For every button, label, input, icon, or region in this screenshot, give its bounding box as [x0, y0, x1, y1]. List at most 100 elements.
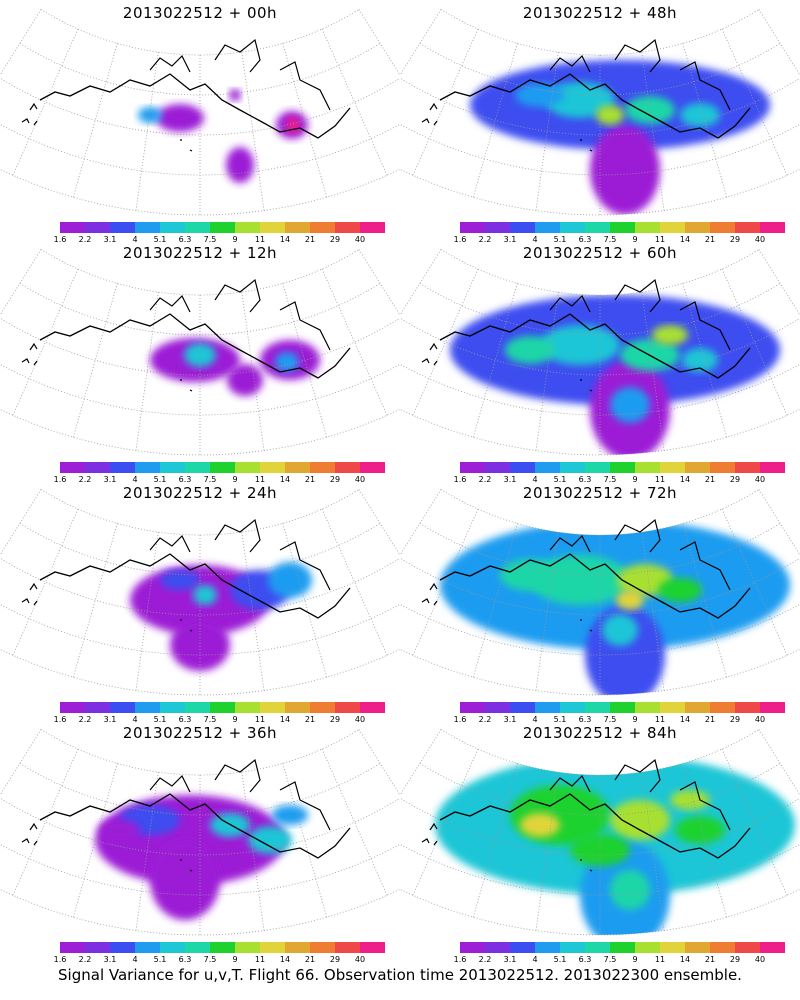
- colorbar-tick-label: 4: [132, 955, 138, 964]
- colorbar-tick-label: 6.3: [578, 235, 592, 244]
- colorbar-tick-label: 2.2: [478, 475, 492, 484]
- colorbar-swatch: [135, 942, 160, 953]
- colorbar-swatch: [185, 702, 210, 713]
- colorbar-swatch: [685, 222, 710, 233]
- colorbar-tick-label: 6.3: [578, 475, 592, 484]
- colorbar-swatch: [685, 942, 710, 953]
- island-outlines: [149, 758, 331, 831]
- panel-title: 2013022512 + 36h: [122, 724, 278, 742]
- graticule: [0, 489, 400, 696]
- colorbar-tick-label: 11: [654, 475, 666, 484]
- colorbar-tick-label: 5.1: [553, 955, 567, 964]
- colorbar: [460, 942, 785, 953]
- colorbar-tick-label: 9: [232, 475, 238, 484]
- colorbar-swatch: [360, 462, 385, 473]
- colorbar-swatch: [610, 222, 635, 233]
- colorbar-swatch: [660, 942, 685, 953]
- coastline: [39, 793, 351, 859]
- map-panel: 2013022512 + 36h 1.6 2.2 3.1 4 5.1 6.3 7.5 9 11 14…: [0, 720, 400, 965]
- colorbar-tick-label: 2.2: [78, 235, 92, 244]
- colorbar-tick-label: 3.1: [503, 235, 517, 244]
- colorbar-tick-label: 29: [329, 235, 341, 244]
- island-outlines: [549, 758, 731, 831]
- colorbar-tick-label: 3.1: [103, 475, 117, 484]
- colorbar-swatch: [485, 702, 510, 713]
- colorbar-swatch: [360, 222, 385, 233]
- colorbar-tick-label: 1.6: [453, 235, 467, 244]
- colorbar-tick-label: 21: [704, 955, 716, 964]
- colorbar-tick-label: 9: [232, 235, 238, 244]
- colorbar-tick-label: 4: [132, 715, 138, 724]
- colorbar-tick-label: 9: [232, 715, 238, 724]
- colorbar-swatch: [160, 222, 185, 233]
- colorbar-tick-label: 29: [729, 715, 741, 724]
- colorbar: [460, 462, 785, 473]
- island-outlines: [149, 518, 331, 591]
- colorbar-swatch: [160, 942, 185, 953]
- colorbar: [60, 462, 385, 473]
- graticule: [0, 249, 400, 456]
- colorbar-swatch: [210, 222, 235, 233]
- colorbar-swatch: [610, 702, 635, 713]
- colorbar-swatch: [560, 462, 585, 473]
- variance-contour: [680, 103, 720, 127]
- colorbar-tick-label: 7.5: [603, 715, 617, 724]
- colorbar-tick-label: 5.1: [553, 475, 567, 484]
- projection-map: [400, 249, 800, 456]
- colorbar: [60, 702, 385, 713]
- colorbar-tick-label: 9: [232, 955, 238, 964]
- projection-map: [0, 9, 400, 216]
- colorbar-tick-label: 2.2: [78, 475, 92, 484]
- colorbar-swatch: [185, 462, 210, 473]
- colorbar-tick-label: 2.2: [478, 235, 492, 244]
- island-outlines: [549, 278, 731, 351]
- colorbar-swatch: [460, 462, 485, 473]
- colorbar-tick-label: 11: [254, 715, 266, 724]
- variance-contour: [610, 387, 650, 423]
- variance-contour: [625, 96, 675, 124]
- projection-map: [0, 729, 400, 936]
- variance-contour: [500, 559, 560, 591]
- small-islands: [421, 102, 593, 152]
- colorbar-swatch: [310, 462, 335, 473]
- colorbar-tick-label: 7.5: [603, 955, 617, 964]
- colorbar-tick-label: 1.6: [53, 235, 67, 244]
- island-outlines: [149, 278, 331, 351]
- colorbar-tick-label: 1.6: [453, 955, 467, 964]
- panel-title: 2013022512 + 00h: [122, 4, 278, 22]
- variance-contour: [652, 325, 688, 345]
- colorbar-tick-label: 40: [354, 715, 366, 724]
- colorbar-tick-label: 3.1: [103, 235, 117, 244]
- colorbar-ticks: 1.6 2.2 3.1 4 5.1 6.3 7.5 9 11 14 21 29 40: [50, 715, 370, 725]
- colorbar-tick-label: 9: [632, 715, 638, 724]
- projection-map: [400, 9, 800, 216]
- colorbar-tick-label: 1.6: [53, 955, 67, 964]
- variance-contour: [138, 107, 162, 123]
- colorbar-tick-label: 14: [279, 235, 291, 244]
- colorbar-swatch: [710, 462, 735, 473]
- panel-title: 2013022512 + 72h: [522, 484, 678, 502]
- colorbar-tick-label: 11: [654, 235, 666, 244]
- colorbar-swatch: [635, 702, 660, 713]
- colorbar-tick-label: 29: [329, 475, 341, 484]
- colorbar-tick-label: 14: [679, 235, 691, 244]
- colorbar-swatch: [510, 222, 535, 233]
- colorbar-swatch: [335, 462, 360, 473]
- colorbar-swatch: [210, 942, 235, 953]
- colorbar-tick-label: 14: [279, 715, 291, 724]
- map-panel: 2013022512 + 84h 1.6 2.2 3.1 4 5.1 6.3 7.5 9 11 14…: [400, 720, 800, 965]
- colorbar-swatch: [735, 942, 760, 953]
- colorbar-swatch: [360, 942, 385, 953]
- coastline: [439, 73, 751, 139]
- colorbar-swatch: [310, 942, 335, 953]
- colorbar-tick-label: 9: [632, 475, 638, 484]
- map-panel: 2013022512 + 72h 1.6 2.2 3.1 4 5.1 6.3 7.5 9 11 14…: [400, 480, 800, 725]
- colorbar-tick-label: 6.3: [178, 955, 192, 964]
- colorbar-tick-label: 11: [654, 715, 666, 724]
- colorbar-ticks: 1.6 2.2 3.1 4 5.1 6.3 7.5 9 11 14 21 29 40: [50, 235, 370, 245]
- variance-contour: [470, 60, 770, 150]
- colorbar-swatch: [635, 222, 660, 233]
- variance-contour: [100, 820, 140, 840]
- panel-title: 2013022512 + 24h: [122, 484, 278, 502]
- colorbar-swatch: [210, 702, 235, 713]
